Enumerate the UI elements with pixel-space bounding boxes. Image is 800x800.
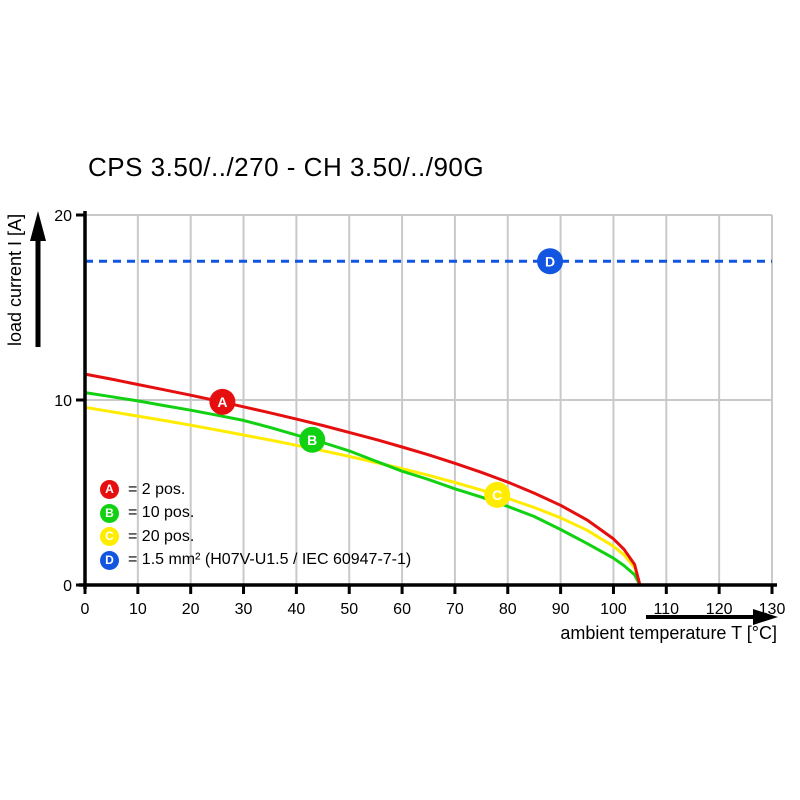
- legend-item-a: A = 2 pos.: [100, 478, 411, 502]
- curve-a: [83, 372, 642, 587]
- x-tick-label: 60: [393, 601, 411, 618]
- legend: A = 2 pos. B = 10 pos. C = 20 pos. D = 1.5 mm² …: [100, 478, 411, 572]
- y-tick-label: 20: [54, 208, 72, 225]
- x-tick-label: 10: [129, 601, 147, 618]
- legend-item-c: C = 20 pos.: [100, 525, 411, 549]
- marker-letter-a: A: [217, 394, 227, 410]
- curve-b: [83, 391, 642, 587]
- x-tick-label: 120: [706, 601, 733, 618]
- marker-letter-d: D: [545, 253, 555, 269]
- legend-marker-d-icon: D: [100, 550, 119, 570]
- legend-marker-c-icon: C: [100, 527, 119, 547]
- legend-label-d: = 1.5 mm² (H07V-U1.5 / IEC 60947-7-1): [128, 551, 412, 569]
- legend-label-c: = 20 pos.: [128, 527, 195, 545]
- x-tick-label: 70: [446, 601, 464, 618]
- x-tick-label: 90: [552, 601, 570, 618]
- y-tick-label: 0: [63, 578, 72, 595]
- y-tick-label: 10: [54, 393, 72, 410]
- x-axis-label: ambient temperature T [°C]: [560, 623, 777, 643]
- marker-d-icon: [537, 248, 564, 275]
- marker-letter-c: C: [492, 487, 502, 503]
- x-tick-label: 50: [340, 601, 358, 618]
- x-tick-label: 100: [600, 601, 627, 618]
- x-tick-label: 20: [182, 601, 200, 618]
- legend-item-b: B = 10 pos.: [100, 502, 411, 526]
- x-tick-label: 0: [81, 601, 90, 618]
- x-tick-label: 80: [499, 601, 517, 618]
- chart-title: CPS 3.50/../270 - CH 3.50/../90G: [88, 152, 485, 182]
- x-axis-arrow-icon: [753, 609, 778, 625]
- legend-label-b: = 10 pos.: [128, 504, 195, 522]
- legend-item-d: D = 1.5 mm² (H07V-U1.5 / IEC 60947-7-1): [100, 549, 411, 573]
- legend-marker-a-icon: A: [100, 480, 119, 500]
- x-tick-label: 30: [235, 601, 253, 618]
- legend-marker-b-icon: B: [100, 503, 119, 523]
- marker-letter-b: B: [307, 432, 317, 448]
- marker-c-icon: [484, 481, 511, 508]
- legend-label-a: = 2 pos.: [128, 480, 186, 498]
- y-axis-arrow-icon: [30, 211, 46, 241]
- x-tick-label: 40: [287, 601, 305, 618]
- marker-a-icon: [209, 388, 236, 415]
- marker-b-icon: [299, 426, 326, 453]
- y-axis-label: load current I [A]: [5, 213, 25, 347]
- x-tick-label: 110: [654, 601, 680, 618]
